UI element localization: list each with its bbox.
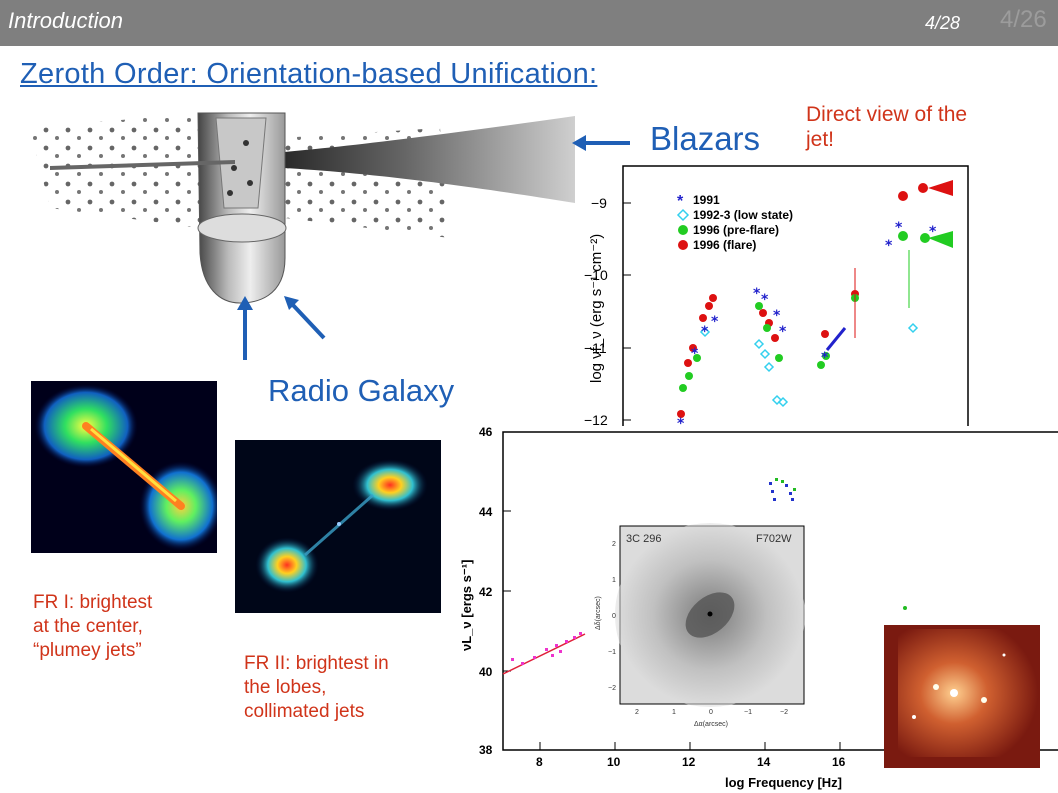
legend-marker-1991: * [677,193,684,210]
svg-text:−12: −12 [584,412,608,428]
svg-text:*: * [761,292,769,308]
svg-text:44: 44 [479,505,493,519]
sed-ylabel: log νf_ν (erg s⁻¹ cm⁻²) [588,234,605,383]
hst-ylabel: Δδ(arcsec) [595,596,602,630]
lum-points [502,478,907,675]
svg-text:40: 40 [479,665,493,679]
svg-text:16: 16 [832,755,846,769]
blazars-label: Blazars [650,120,761,157]
blazar-sed-plot: log νf_ν (erg s⁻¹ cm⁻²) −9 −10 −11 −12 *… [583,158,973,430]
lum-xlabel: log Frequency [Hz] [725,775,842,790]
arrow-to-blazars [572,135,630,151]
svg-text:1: 1 [672,709,676,716]
svg-text:38: 38 [479,743,493,757]
svg-text:*: * [711,314,719,330]
optical-image-inset [884,625,1040,768]
legend-marker-preflare [678,225,688,235]
legend-1991: 1991 [693,193,720,207]
fr1-caption: FR I: brightest at the center, “plumey j… [33,592,153,661]
lum-ylabel: νL_ν [ergs s⁻¹] [459,560,474,651]
lum-yticks: 46 44 42 40 38 [479,426,511,757]
svg-text:*: * [701,324,709,340]
fr2-radio-image [235,440,441,613]
svg-text:1: 1 [612,577,616,584]
legend-marker-low [676,208,690,222]
svg-text:2: 2 [635,709,639,716]
section-title: Introduction [8,8,123,33]
sed-points: **** * *** *** * [677,180,953,430]
svg-text:−2: −2 [608,685,616,692]
svg-text:*: * [895,220,903,236]
hst-filter: F702W [756,533,792,545]
svg-text:*: * [779,324,787,340]
svg-text:12: 12 [682,755,696,769]
svg-text:−9: −9 [591,195,607,211]
svg-text:*: * [753,286,761,302]
fr2-caption: FR II: brightest in the lobes, collimate… [244,653,389,722]
svg-text:46: 46 [479,426,493,439]
svg-text:*: * [885,238,893,254]
svg-text:*: * [773,308,781,324]
page-number-ghost: 4/26 [1000,6,1047,33]
arrow-diag-radio [284,296,326,340]
agn-diagram [30,112,575,304]
svg-text:2: 2 [612,541,616,548]
fr1-radio-image [31,381,217,553]
header-bar: Introduction 4/28 4/26 [0,0,1058,46]
legend-low: 1992-3 (low state) [693,208,793,222]
svg-text:−2: −2 [780,709,788,716]
slide-title: Zeroth Order: Orientation-based Unificat… [20,58,598,90]
svg-text:−10: −10 [584,267,608,283]
svg-text:0: 0 [612,613,616,620]
sed-legend: * 1991 1992-3 (low state) 1996 (pre-flar… [676,193,793,252]
svg-text:−11: −11 [584,340,607,356]
svg-text:−1: −1 [744,709,752,716]
svg-text:14: 14 [757,755,771,769]
radio-galaxy-label: Radio Galaxy [268,373,455,408]
svg-text:0: 0 [709,709,713,716]
svg-text:*: * [691,346,699,362]
svg-text:10: 10 [607,755,621,769]
legend-preflare: 1996 (pre-flare) [693,223,779,237]
hst-object: 3C 296 [626,533,661,545]
page-number: 4/28 [925,13,961,33]
svg-text:*: * [821,350,829,366]
svg-text:*: * [677,416,685,430]
legend-marker-flare [678,240,688,250]
svg-text:−1: −1 [608,649,616,656]
svg-text:*: * [929,224,937,240]
direct-view-note: Direct view of the jet! [806,103,968,152]
arrow-up-radio [237,296,253,360]
sed-yticks: −9 −10 −11 −12 [584,195,631,428]
hst-inset: 3C 296 F702W 2 1 0 −1 −2 2 1 0 −1 −2 Δα(… [590,520,810,734]
legend-flare: 1996 (flare) [693,238,756,252]
hst-xlabel: Δα(arcsec) [694,721,728,728]
svg-text:42: 42 [479,585,493,599]
svg-text:8: 8 [536,755,543,769]
